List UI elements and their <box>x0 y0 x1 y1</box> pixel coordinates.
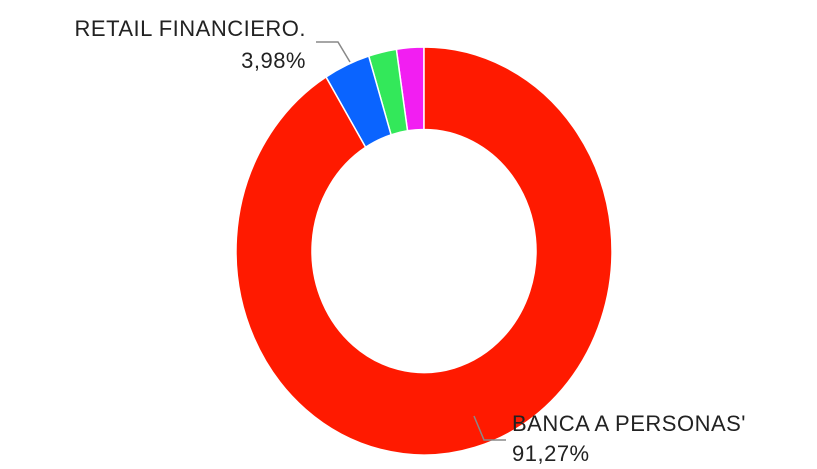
donut-slice <box>367 48 409 136</box>
value-label: 91,27% <box>512 441 590 466</box>
leader-line <box>473 415 506 441</box>
leader-line <box>316 41 351 63</box>
donut-slice <box>235 46 613 456</box>
category-label: RETAIL FINANCIERO. <box>75 16 306 41</box>
value-label: 3,98% <box>241 48 306 73</box>
category-label: BANCA A PERSONAS' <box>512 411 746 436</box>
donut-slice <box>324 55 392 149</box>
